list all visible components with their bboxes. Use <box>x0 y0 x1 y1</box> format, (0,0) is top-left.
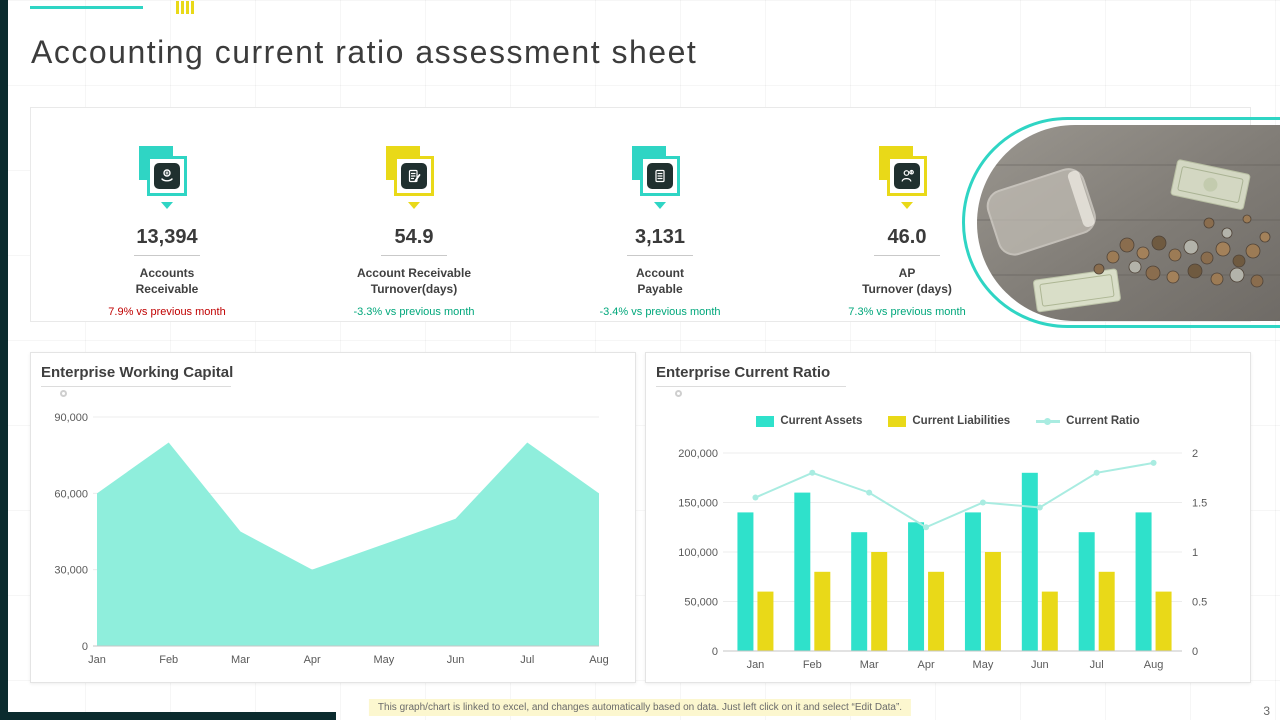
title-underline <box>656 386 846 400</box>
icon-pointer-triangle <box>654 202 666 209</box>
svg-text:Aug: Aug <box>1144 659 1164 671</box>
kpi-value: 3,131 <box>634 226 686 248</box>
chart-legend: Current Assets Current Liabilities Curre… <box>646 415 1250 427</box>
title-underline <box>41 386 231 400</box>
kpi-icon-frame <box>871 146 943 212</box>
svg-text:60,000: 60,000 <box>54 488 88 500</box>
kpi-icon-frame <box>131 146 203 212</box>
bottom-edge-bar <box>8 712 336 720</box>
top-yellow-ticks <box>176 1 194 14</box>
kpi-value-underline <box>874 255 940 256</box>
footer-note: This graph/chart is linked to excel, and… <box>368 699 912 716</box>
hand-coin-icon <box>154 163 180 189</box>
svg-text:0: 0 <box>712 646 718 658</box>
kpi-delta: 7.3% vs previous month <box>848 306 966 319</box>
combo-chart-svg: 0 50,000 100,000 150,000 200,000 0 0.5 1 1.5 2 Jan… <box>678 448 1207 671</box>
svg-text:0.5: 0.5 <box>1192 597 1207 609</box>
current-ratio-title: Enterprise Current Ratio <box>656 364 831 381</box>
svg-text:150,000: 150,000 <box>678 498 718 510</box>
kpi-accounts-payable: 3,131 Account Payable -3.4% vs previous … <box>545 146 775 318</box>
page-title: Accounting current ratio assessment shee… <box>31 34 698 70</box>
icon-pointer-triangle <box>408 202 420 209</box>
left-edge-bar <box>0 0 8 720</box>
svg-text:Aug: Aug <box>589 654 609 666</box>
svg-text:Mar: Mar <box>860 659 879 671</box>
icon-front-square <box>147 156 187 196</box>
svg-text:Apr: Apr <box>918 659 935 671</box>
area-chart-svg: 0 30,000 60,000 90,000 Jan Feb Mar Apr May Jun Jul… <box>54 412 609 666</box>
kpi-value-underline <box>381 255 447 256</box>
document-icon <box>647 163 673 189</box>
kpi-value: 13,394 <box>136 226 198 248</box>
svg-text:May: May <box>973 659 994 671</box>
svg-text:Jan: Jan <box>747 659 765 671</box>
icon-front-square <box>394 156 434 196</box>
svg-text:Feb: Feb <box>159 654 178 666</box>
underline-circle <box>60 390 67 397</box>
svg-text:Jul: Jul <box>1090 659 1104 671</box>
kpi-ap-turnover: 46.0 AP Turnover (days) 7.3% vs previous… <box>792 146 1022 318</box>
liabilities-swatch <box>888 415 907 427</box>
underline-circle <box>675 390 682 397</box>
person-money-icon <box>894 163 920 189</box>
icon-pointer-triangle <box>161 202 173 209</box>
kpi-value: 54.9 <box>394 226 434 248</box>
icon-pointer-triangle <box>901 202 913 209</box>
kpi-delta: -3.3% vs previous month <box>353 306 475 319</box>
kpi-label: Accounts Receivable <box>135 266 199 297</box>
kpi-delta: 7.9% vs previous month <box>108 306 226 319</box>
legend-current-assets: Current Assets <box>756 415 862 427</box>
working-capital-title: Enterprise Working Capital <box>41 364 234 381</box>
icon-front-square <box>887 156 927 196</box>
kpi-label: Account Payable <box>636 266 684 297</box>
kpi-label: AP Turnover (days) <box>862 266 952 297</box>
kpi-ar-turnover: 54.9 Account Receivable Turnover(days) -… <box>299 146 529 318</box>
svg-text:200,000: 200,000 <box>678 448 718 460</box>
svg-text:1.5: 1.5 <box>1192 498 1207 510</box>
kpi-value-underline <box>627 255 693 256</box>
svg-text:Mar: Mar <box>231 654 250 666</box>
legend-current-liabilities: Current Liabilities <box>888 415 1010 427</box>
icon-front-square <box>640 156 680 196</box>
svg-text:Feb: Feb <box>803 659 822 671</box>
kpi-label: Account Receivable Turnover(days) <box>356 266 472 297</box>
svg-text:Jul: Jul <box>520 654 534 666</box>
kpi-accounts-receivable: 13,394 Accounts Receivable 7.9% vs previ… <box>52 146 282 318</box>
svg-text:50,000: 50,000 <box>684 597 718 609</box>
kpi-icon-frame <box>624 146 696 212</box>
current-ratio-card: Enterprise Current Ratio Current Assets … <box>645 352 1251 683</box>
svg-text:Jan: Jan <box>88 654 106 666</box>
kpi-value-underline <box>134 255 200 256</box>
kpi-delta: -3.4% vs previous month <box>599 306 721 319</box>
kpi-icon-frame <box>378 146 450 212</box>
assets-swatch <box>756 415 775 427</box>
svg-text:0: 0 <box>82 641 88 653</box>
svg-text:1: 1 <box>1192 547 1198 559</box>
kpi-value: 46.0 <box>887 226 927 248</box>
svg-text:100,000: 100,000 <box>678 547 718 559</box>
svg-text:Jun: Jun <box>1031 659 1049 671</box>
page-number: 3 <box>1263 704 1270 718</box>
svg-text:Jun: Jun <box>447 654 465 666</box>
svg-text:90,000: 90,000 <box>54 412 88 424</box>
working-capital-card: Enterprise Working Capital 0 30,000 60,000… <box>30 352 636 683</box>
svg-text:30,000: 30,000 <box>54 565 88 577</box>
current-ratio-chart[interactable]: 0 50,000 100,000 150,000 200,000 0 0.5 1 1.5 2 Jan… <box>652 441 1246 684</box>
coins-photo <box>977 125 1280 321</box>
invoice-pen-icon <box>401 163 427 189</box>
svg-text:Apr: Apr <box>304 654 321 666</box>
top-teal-line <box>30 6 143 9</box>
svg-text:2: 2 <box>1192 448 1198 460</box>
svg-text:0: 0 <box>1192 646 1198 658</box>
working-capital-chart[interactable]: 0 30,000 60,000 90,000 Jan Feb Mar Apr May Jun Jul… <box>37 405 631 682</box>
ratio-line-swatch <box>1036 417 1061 425</box>
photo-teal-arc <box>962 117 1280 328</box>
svg-text:May: May <box>373 654 394 666</box>
legend-current-ratio: Current Ratio <box>1036 415 1140 427</box>
